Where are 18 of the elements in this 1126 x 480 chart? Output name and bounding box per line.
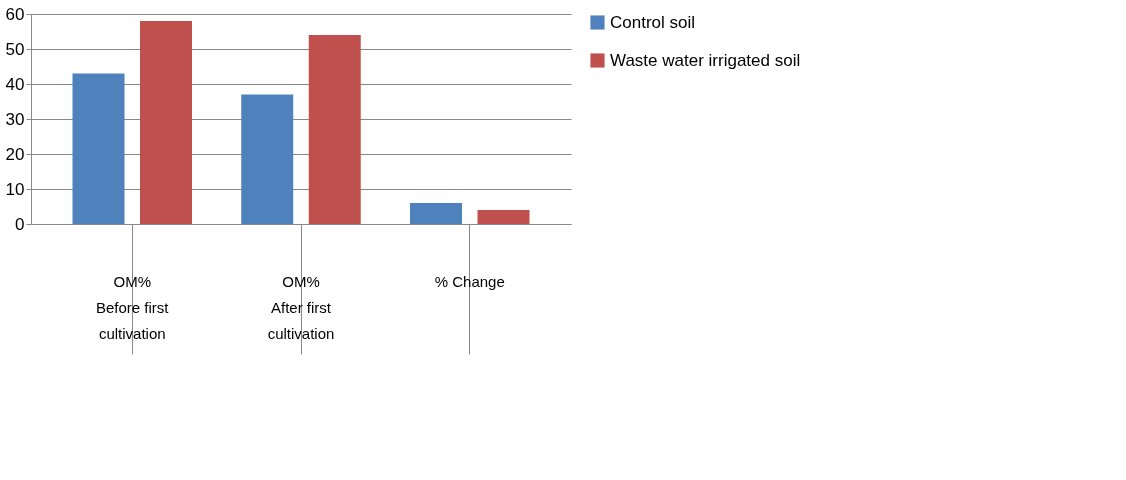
- y-tick-label: 0: [15, 214, 25, 234]
- y-tick-label: 50: [5, 39, 25, 59]
- bar: [140, 21, 192, 224]
- y-tick-label: 20: [5, 144, 25, 164]
- bar: [72, 73, 125, 224]
- bar: [241, 94, 294, 224]
- y-tick-label: 40: [5, 74, 25, 94]
- bar: [477, 210, 530, 224]
- x-tick-label: OM% Before first cultivation: [95, 272, 170, 342]
- bar: [308, 35, 361, 224]
- x-tick-label: OM% After first cultivation: [267, 272, 335, 342]
- y-tick-label: 10: [5, 179, 25, 199]
- x-tick-label: % Change: [434, 272, 505, 290]
- bar: [410, 203, 462, 224]
- legend-label: Control soil: [610, 12, 696, 32]
- legend-label: Waste water irrigated soil: [610, 50, 801, 70]
- y-tick-label: 60: [5, 4, 25, 24]
- y-tick-label: 30: [5, 109, 25, 129]
